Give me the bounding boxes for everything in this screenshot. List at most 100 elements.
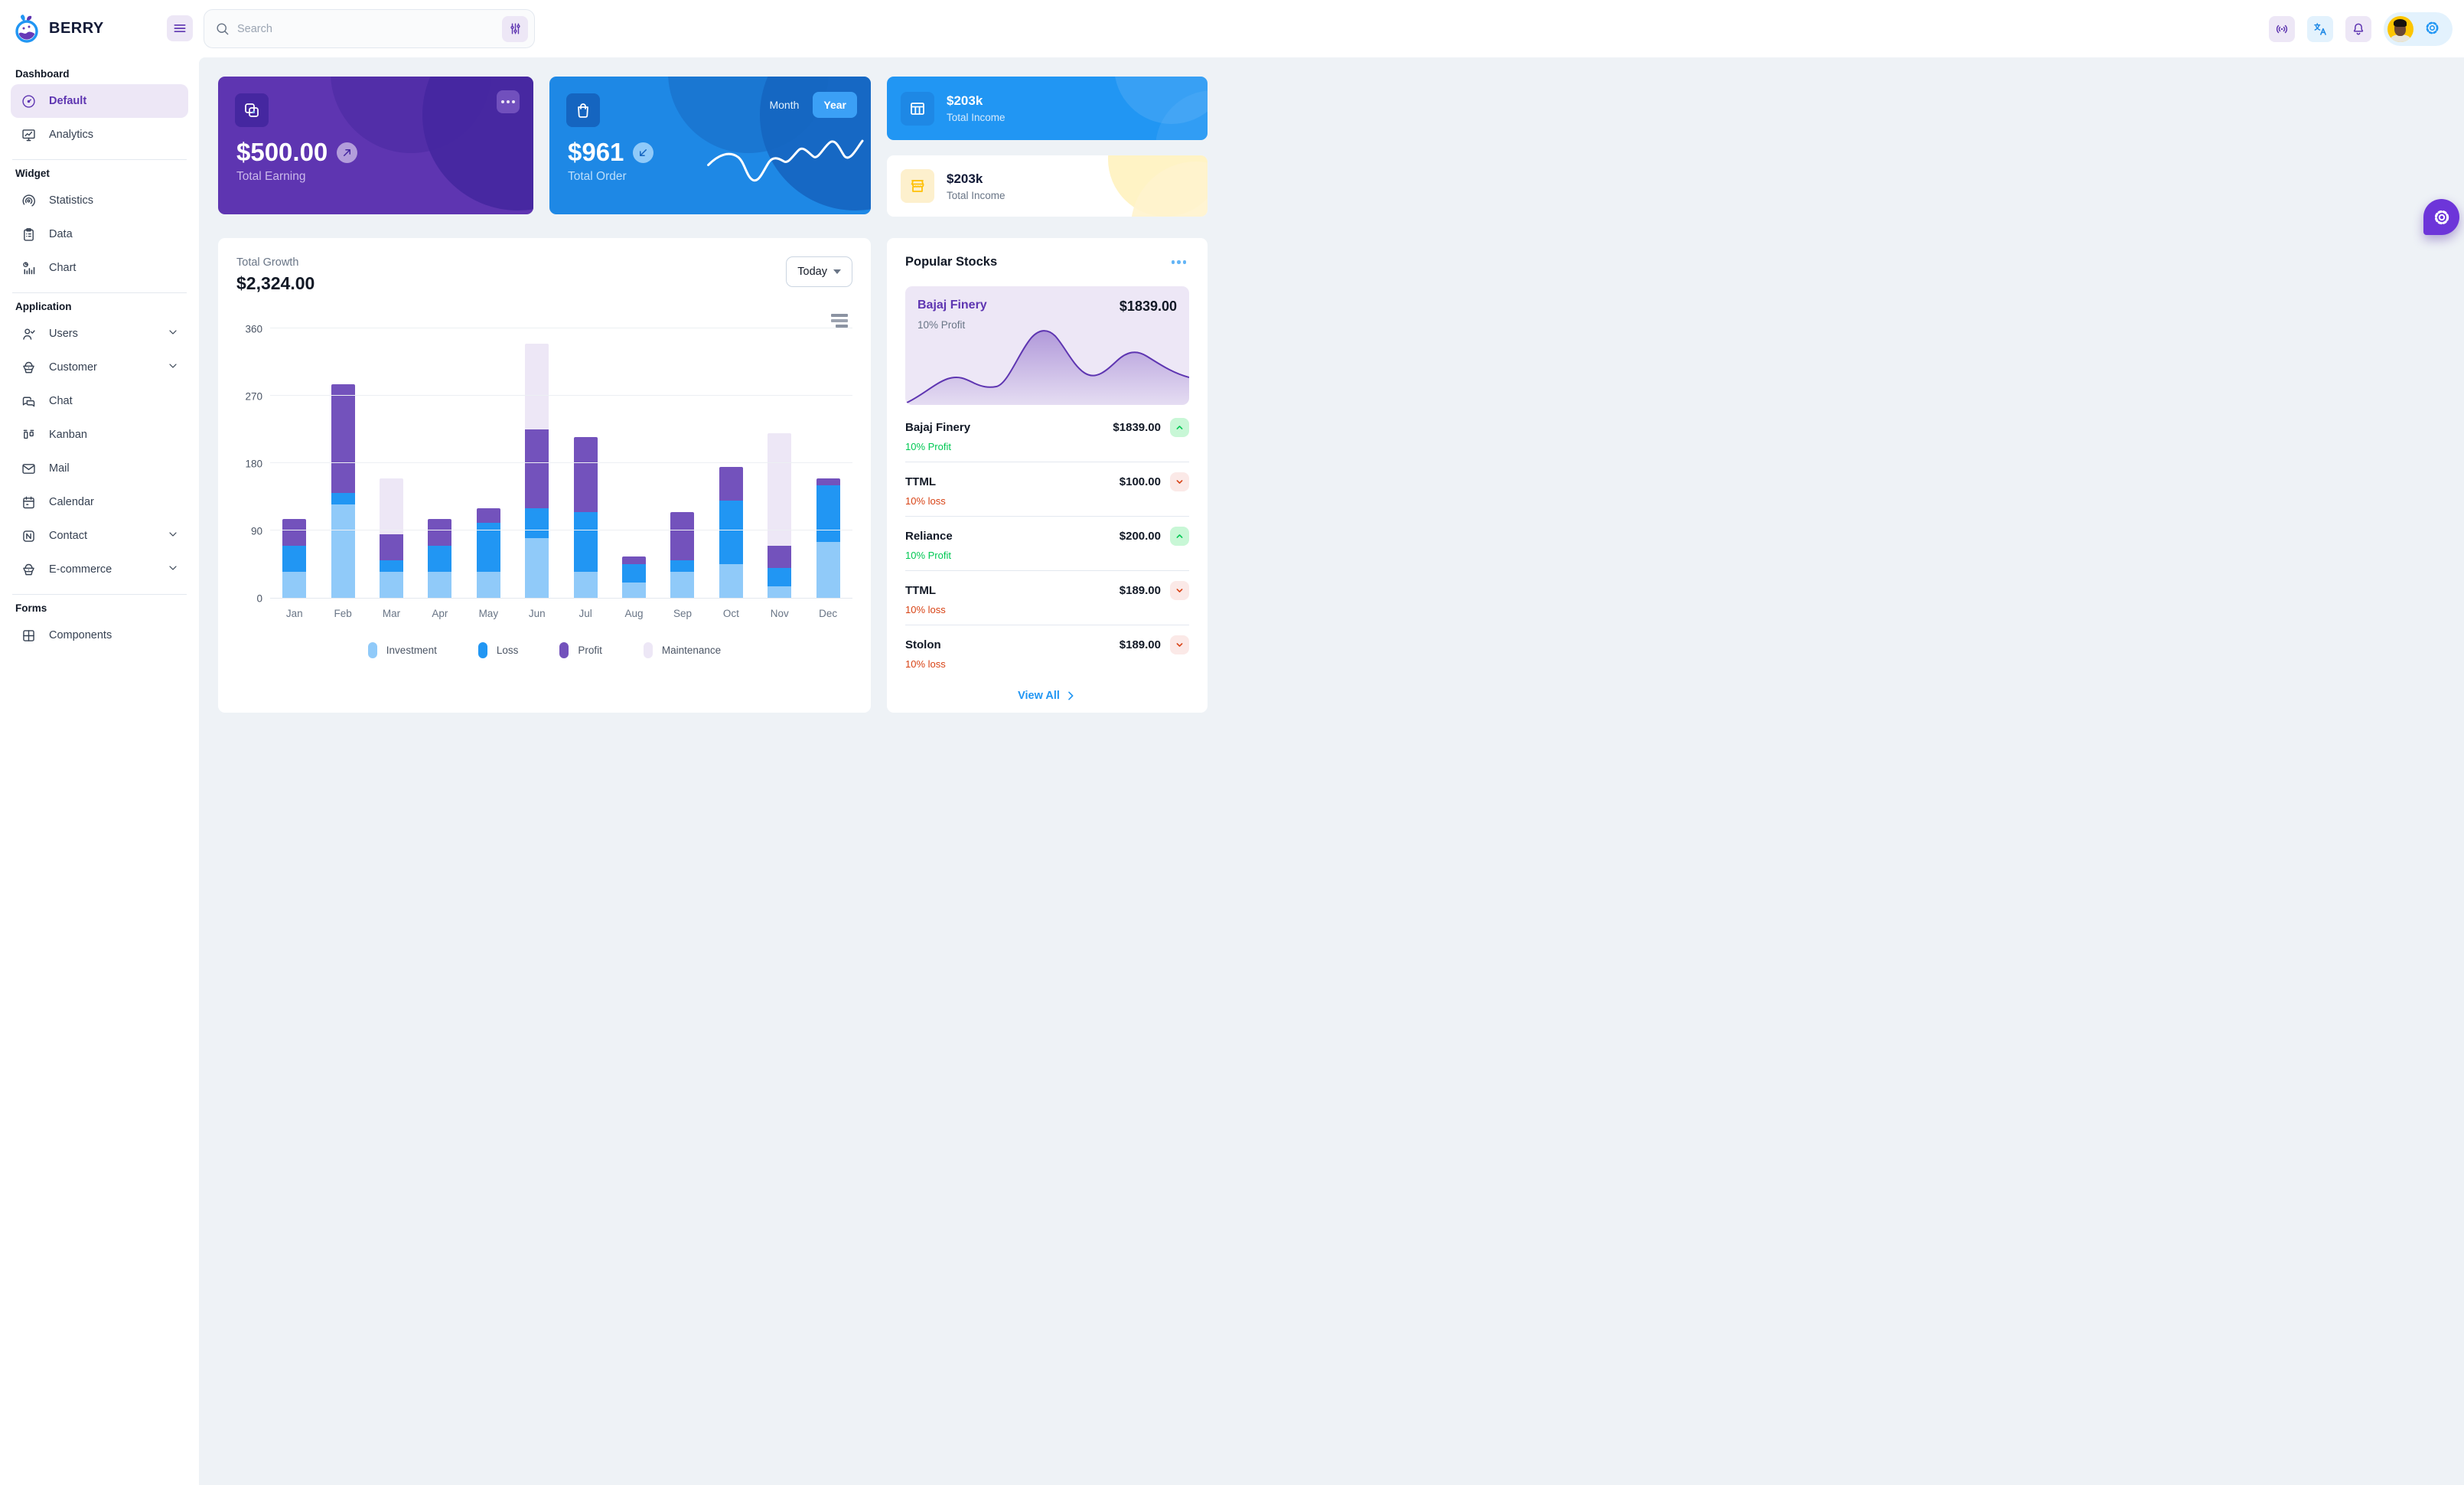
stock-value: $189.00 — [1119, 584, 1161, 597]
basket-icon — [20, 359, 37, 376]
bar-segment-maintenance — [380, 478, 404, 534]
sidebar-item-data[interactable]: Data — [11, 217, 188, 251]
bar-segment-profit — [428, 519, 452, 546]
order-sparkline — [707, 139, 864, 182]
chart-menu-icon[interactable] — [831, 314, 848, 328]
search-icon — [217, 23, 229, 35]
legend-label: Profit — [578, 645, 602, 656]
bar-jun[interactable] — [525, 329, 549, 598]
bar-nov[interactable] — [768, 329, 792, 598]
bar-jul[interactable] — [573, 329, 598, 598]
y-tick-label: 90 — [250, 525, 262, 537]
total-order-label: Total Order — [568, 170, 627, 183]
sidebar-item-components[interactable]: Components — [11, 618, 188, 652]
language-button[interactable] — [2307, 15, 2333, 42]
stocks-menu-button[interactable] — [1168, 257, 1190, 267]
bar-mar[interactable] — [380, 329, 404, 598]
order-year-button[interactable]: Year — [813, 92, 857, 118]
monitor-icon — [20, 126, 37, 143]
trend-up-badge — [1170, 418, 1189, 437]
order-month-button[interactable]: Month — [758, 92, 810, 118]
view-all-button[interactable]: View All — [1018, 690, 1077, 702]
basket-icon — [20, 561, 37, 578]
featured-stock-card[interactable]: Bajaj Finery $1839.00 10% Profit — [905, 286, 1189, 405]
bar-segment-investment — [768, 586, 792, 598]
stock-value: $100.00 — [1119, 475, 1161, 488]
notifications-button[interactable] — [2345, 15, 2371, 42]
stock-change: 10% Profit — [905, 550, 951, 561]
sidebar-item-label: Users — [49, 328, 78, 340]
profile-menu-button[interactable] — [2384, 11, 2453, 46]
sidebar-toggle-button[interactable] — [167, 15, 193, 41]
popular-stocks-title: Popular Stocks — [905, 255, 998, 269]
search-settings-button[interactable] — [502, 15, 528, 42]
sidebar-item-e-commerce[interactable]: E-commerce — [11, 553, 188, 586]
legend-loss[interactable]: Loss — [477, 642, 518, 658]
legend-label: Maintenance — [661, 645, 722, 656]
chevron-down-icon — [167, 528, 179, 543]
bar-apr[interactable] — [428, 329, 452, 598]
chart-legend: Investment Loss Profit Maintenance — [236, 642, 852, 658]
users-icon — [20, 325, 37, 342]
stock-row-bajaj-finery[interactable]: Bajaj Finery $1839.00 10% Profit — [905, 408, 1189, 462]
sidebar-item-analytics[interactable]: Analytics — [11, 118, 188, 152]
sidebar-item-chat[interactable]: Chat — [11, 384, 188, 418]
earning-card-menu-button[interactable] — [497, 90, 520, 113]
bar-segment-loss — [282, 545, 307, 572]
stock-name: Bajaj Finery — [905, 421, 971, 434]
bar-segment-profit — [670, 511, 695, 561]
bar-segment-profit — [380, 534, 404, 561]
bar-segment-profit — [719, 466, 743, 501]
bar-segment-investment — [719, 564, 743, 598]
search-input[interactable] — [230, 22, 502, 35]
bar-dec[interactable] — [816, 329, 840, 598]
x-tick-label: Jun — [528, 608, 546, 619]
bar-may[interactable] — [476, 329, 500, 598]
total-earning-card: $500.00 Total Earning — [218, 77, 533, 214]
income-primary-label: Total Income — [947, 112, 1005, 123]
sidebar-item-users[interactable]: Users — [11, 317, 188, 351]
bar-aug[interactable] — [622, 329, 647, 598]
sidebar-item-default[interactable]: Default — [11, 84, 188, 118]
legend-investment[interactable]: Investment — [367, 642, 437, 658]
bar-oct[interactable] — [719, 329, 743, 598]
sidebar-item-chart[interactable]: Chart — [11, 251, 188, 285]
bar-segment-profit — [622, 556, 647, 565]
sidebar-item-label: Default — [49, 95, 87, 107]
gauge-icon — [20, 93, 37, 109]
stock-row-reliance[interactable]: Reliance $200.00 10% Profit — [905, 517, 1189, 571]
bar-jan[interactable] — [282, 329, 307, 598]
growth-range-select[interactable]: Today — [786, 256, 852, 287]
sidebar-item-calendar[interactable]: Calendar — [11, 485, 188, 519]
featured-stock-name: Bajaj Finery — [917, 299, 987, 312]
stock-name: TTML — [905, 584, 936, 597]
bar-segment-loss — [768, 567, 792, 587]
bar-segment-loss — [331, 493, 355, 504]
bar-segment-loss — [670, 560, 695, 572]
sidebar-item-contact[interactable]: Contact — [11, 519, 188, 553]
stock-row-stolon[interactable]: Stolon $189.00 10% loss — [905, 625, 1189, 679]
header-actions — [2269, 0, 2453, 57]
bar-segment-investment — [525, 537, 549, 598]
chart-plot-area — [270, 328, 852, 599]
stock-change: 10% Profit — [905, 441, 951, 452]
sidebar-item-statistics[interactable]: Statistics — [11, 184, 188, 217]
sidebar-item-mail[interactable]: Mail — [11, 452, 188, 485]
data-icon — [20, 226, 37, 243]
trend-up-right-icon — [337, 142, 358, 163]
stock-row-ttml[interactable]: TTML $189.00 10% loss — [905, 571, 1189, 625]
x-tick-label: Aug — [624, 608, 644, 619]
bar-feb[interactable] — [331, 329, 355, 598]
bar-sep[interactable] — [670, 329, 695, 598]
sidebar-item-customer[interactable]: Customer — [11, 351, 188, 384]
sidebar-item-label: Chart — [49, 262, 77, 274]
berry-logo-icon — [15, 14, 41, 43]
broadcast-button[interactable] — [2269, 15, 2295, 42]
shopping-bag-icon — [566, 93, 600, 127]
legend-maintenance[interactable]: Maintenance — [643, 642, 722, 658]
legend-profit[interactable]: Profit — [559, 642, 602, 658]
customize-fab-button[interactable] — [2423, 199, 2459, 235]
sidebar-section-forms: Forms — [15, 602, 47, 614]
stock-row-ttml[interactable]: TTML $100.00 10% loss — [905, 462, 1189, 517]
sidebar-item-kanban[interactable]: Kanban — [11, 418, 188, 452]
